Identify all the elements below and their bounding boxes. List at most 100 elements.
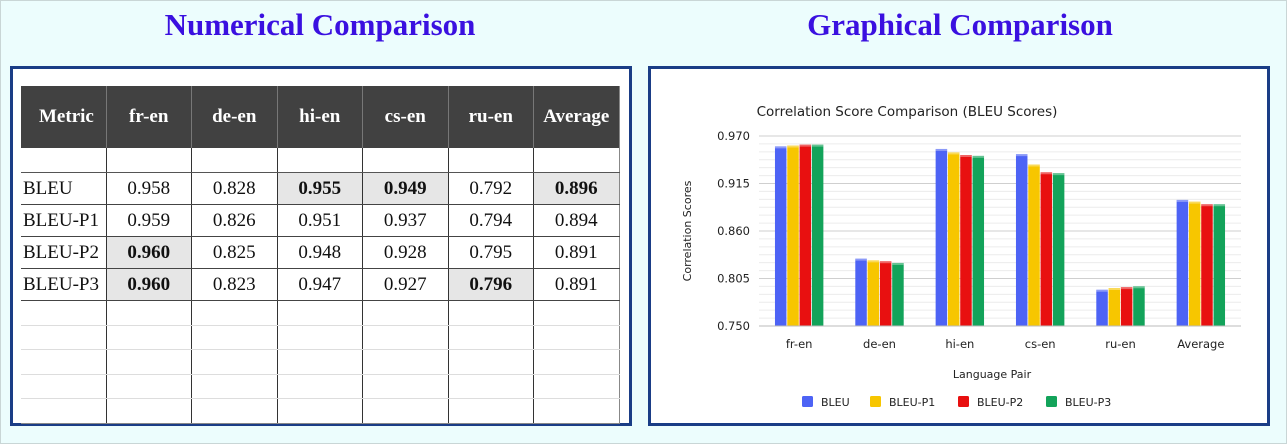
empty-row [21, 300, 620, 326]
value-cell: 0.948 [277, 236, 363, 269]
y-tick-label: 0.750 [717, 319, 750, 333]
bar-highlight [892, 262, 904, 265]
value-cell: 0.796 [448, 268, 534, 301]
legend-label: BLEU-P1 [889, 396, 935, 409]
value-cell: 0.794 [448, 204, 534, 237]
bar-highlight [935, 148, 948, 151]
x-tick-label: ru-en [1105, 337, 1136, 351]
chart-panel: Correlation Score Comparison (BLEU Score… [648, 66, 1270, 426]
bar-bleu-p1 [947, 152, 960, 326]
bar-highlight [972, 155, 985, 158]
bar-highlight [799, 144, 812, 147]
value-cell: 0.937 [362, 204, 449, 237]
header-cell: fr-en [106, 86, 192, 148]
bar-bleu-p2 [799, 144, 812, 326]
table-row: BLEU-P3 0.960 0.823 0.947 0.927 0.796 0.891 [21, 268, 620, 301]
bar-bleu-p2 [1120, 287, 1133, 326]
header-cell: hi-en [277, 86, 363, 148]
y-tick-label: 0.805 [717, 272, 750, 286]
value-cell: 0.896 [533, 172, 620, 205]
value-cell: 0.928 [362, 236, 449, 269]
chart-title: Correlation Score Comparison (BLEU Score… [757, 104, 1058, 120]
table-panel: Metric fr-en de-en hi-en cs-en ru-en Ave… [10, 66, 632, 426]
empty-row [21, 325, 620, 350]
empty-row [21, 398, 620, 424]
bar-bleu-p2 [960, 155, 972, 326]
value-cell: 0.949 [362, 172, 449, 205]
value-cell: 0.795 [448, 236, 534, 269]
graphical-comparison-title: Graphical Comparison [807, 7, 1113, 42]
bar-bleu [935, 148, 948, 326]
bar-highlight [960, 155, 972, 157]
bar-bleu-p1 [1188, 201, 1201, 326]
value-cell: 0.894 [533, 204, 620, 237]
metric-cell: BLEU-P2 [21, 236, 107, 269]
bar-highlight [1213, 204, 1226, 207]
bar-bleu-p3 [892, 262, 904, 326]
bar-bleu-p3 [1052, 173, 1065, 326]
bar-bleu [1015, 154, 1028, 326]
table-row: BLEU-P1 0.959 0.826 0.951 0.937 0.794 0.894 [21, 204, 620, 237]
bar-highlight [1028, 164, 1040, 167]
bar-highlight [1188, 201, 1201, 204]
bar-highlight [1201, 204, 1213, 207]
metric-cell: BLEU-P1 [21, 204, 107, 237]
metric-cell: BLEU [21, 172, 107, 205]
legend-swatch-bleu-p3 [1046, 396, 1057, 407]
bar-highlight [787, 145, 799, 148]
header-cell: cs-en [362, 86, 449, 148]
legend-swatch-bleu-p2 [958, 396, 969, 407]
empty-row [21, 374, 620, 399]
header-cell: Metric [21, 86, 107, 148]
bar-highlight [947, 152, 960, 155]
bar-bleu-p1 [787, 145, 799, 326]
bar-bleu-p3 [811, 144, 824, 326]
table-row: BLEU-P2 0.960 0.825 0.948 0.928 0.795 0.891 [21, 236, 620, 269]
bar-bleu-p1 [1108, 288, 1121, 326]
legend-label: BLEU-P3 [1065, 396, 1111, 409]
bar-bleu [1176, 199, 1189, 326]
value-cell: 0.959 [106, 204, 192, 237]
y-tick-label: 0.915 [717, 177, 750, 191]
bar-highlight [1176, 199, 1189, 202]
x-axis-label: Language Pair [953, 368, 1032, 381]
value-cell: 0.826 [191, 204, 278, 237]
value-cell: 0.828 [191, 172, 278, 205]
value-cell: 0.792 [448, 172, 534, 205]
legend-label: BLEU-P2 [977, 396, 1023, 409]
results-table: Metric fr-en de-en hi-en cs-en ru-en Ave… [21, 86, 620, 424]
bar-bleu-p2 [1201, 204, 1213, 326]
bar-highlight [774, 146, 787, 149]
x-tick-label: fr-en [786, 337, 813, 351]
bar-highlight [879, 261, 892, 264]
table-row: BLEU 0.958 0.828 0.955 0.949 0.792 0.896 [21, 172, 620, 205]
y-tick-label: 0.860 [717, 224, 750, 238]
bar-highlight [1040, 172, 1053, 175]
header-cell: Average [533, 86, 620, 148]
spacer-row [21, 148, 620, 173]
bar-highlight [1015, 154, 1028, 157]
x-tick-label: Average [1177, 337, 1224, 351]
bar-bleu [1096, 289, 1108, 326]
header-cell: ru-en [448, 86, 534, 148]
bar-highlight [1052, 173, 1065, 176]
legend-label: BLEU [821, 396, 850, 409]
value-cell: 0.825 [191, 236, 278, 269]
value-cell: 0.891 [533, 236, 620, 269]
value-cell: 0.927 [362, 268, 449, 301]
bar-highlight [1120, 287, 1133, 290]
bar-highlight [811, 144, 824, 147]
value-cell: 0.891 [533, 268, 620, 301]
y-tick-label: 0.970 [717, 129, 750, 143]
bar-highlight [1133, 286, 1145, 289]
bar-chart: Correlation Score Comparison (BLEU Score… [681, 104, 1241, 409]
x-tick-label: hi-en [945, 337, 974, 351]
x-tick-label: de-en [863, 337, 896, 351]
bar-highlight [855, 258, 867, 261]
bar-highlight [1096, 289, 1108, 292]
value-cell: 0.960 [106, 268, 192, 301]
table-header-row: Metric fr-en de-en hi-en cs-en ru-en Ave… [21, 86, 620, 148]
value-cell: 0.958 [106, 172, 192, 205]
metric-cell: BLEU-P3 [21, 268, 107, 301]
bar-bleu-p1 [867, 260, 880, 326]
